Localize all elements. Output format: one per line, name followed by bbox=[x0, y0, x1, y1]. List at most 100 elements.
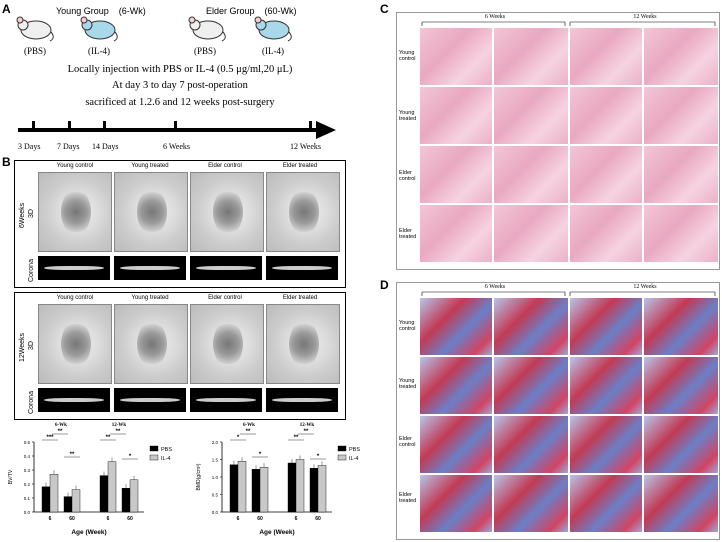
bar bbox=[317, 465, 327, 513]
bar bbox=[71, 489, 81, 513]
elder-group-label: Elder Group (60-Wk) bbox=[206, 6, 297, 16]
legend-label: IL-4 bbox=[161, 456, 170, 462]
group-label: 12-Wk bbox=[300, 423, 315, 428]
c-week-12: 12 Weeks bbox=[633, 14, 657, 20]
ct12-col-0: Young control bbox=[56, 295, 94, 301]
legend-swatch bbox=[337, 454, 347, 461]
he-tile-r1-c1 bbox=[494, 87, 568, 144]
he-tile-r0-c0 bbox=[420, 28, 492, 85]
masson-tile-r0-c2 bbox=[570, 298, 642, 355]
young-age-text: (6-Wk) bbox=[118, 6, 146, 16]
c-row-3: Elder treated bbox=[399, 228, 417, 240]
significance-mark: * bbox=[317, 454, 320, 460]
significance-mark: * bbox=[259, 452, 262, 458]
he-tile-r2-c1 bbox=[494, 146, 568, 203]
category-label: 60 bbox=[315, 516, 321, 522]
d-row-2: Elder control bbox=[399, 436, 416, 448]
c-week-6: 6 Weeks bbox=[484, 14, 506, 20]
elder-il4-label: (IL-4) bbox=[262, 46, 284, 56]
he-tile-r1-c3 bbox=[644, 87, 718, 144]
y-tick-label: 1.5 bbox=[212, 458, 219, 463]
legend-swatch bbox=[149, 454, 159, 461]
bar bbox=[129, 479, 139, 513]
category-label: 60 bbox=[257, 516, 263, 522]
masson-tile-r0-c3 bbox=[644, 298, 718, 355]
protocol-line-2: At day 3 to day 7 post-operation bbox=[112, 80, 248, 91]
category-label: 6 bbox=[295, 516, 298, 522]
category-label: 60 bbox=[127, 516, 133, 522]
legend-label: PBS bbox=[161, 447, 172, 453]
bar bbox=[99, 475, 109, 513]
ct12-3d-0 bbox=[38, 304, 112, 384]
panel-label-a: A bbox=[2, 2, 11, 16]
ct6-cor-3 bbox=[266, 256, 338, 280]
ct6-col-2: Elder control bbox=[208, 163, 242, 169]
timeline-label-2: 14 Days bbox=[92, 142, 119, 151]
ct12-cor-1 bbox=[114, 388, 186, 412]
bvtv-chart: 0.0 0.1 0.2 0.3 0.4 0.5 BV/TV Age (Week) 6 60 6 60 6… bbox=[8, 423, 172, 536]
group-label: 6-Wk bbox=[243, 423, 255, 428]
y-axis-label: BV/TV bbox=[8, 469, 14, 484]
significance-mark: ** bbox=[294, 435, 299, 441]
masson-tile-r3-c3 bbox=[644, 475, 718, 532]
legend-swatch bbox=[337, 445, 347, 452]
ct6-3d-1 bbox=[114, 172, 188, 252]
ct12-week-label: 12Weeks bbox=[19, 332, 26, 362]
ct6-col-3: Elder treated bbox=[282, 163, 318, 169]
panel-c-week-brackets bbox=[421, 21, 716, 26]
ct6-3d-2 bbox=[190, 172, 264, 252]
he-tile-r0-c1 bbox=[494, 28, 568, 85]
d-row-0: Young control bbox=[399, 320, 416, 332]
y-tick-label: 1.0 bbox=[212, 475, 219, 480]
d-row-3: Elder treated bbox=[399, 492, 417, 504]
y-tick-label: 0.2 bbox=[24, 482, 31, 487]
masson-tile-r2-c1 bbox=[494, 416, 568, 473]
group-label: 12-Wk bbox=[112, 423, 127, 428]
ct12-corona-label: Corona bbox=[28, 391, 35, 414]
timeline-label-1: 7 Days bbox=[57, 142, 80, 151]
significance-mark: *** bbox=[46, 435, 54, 441]
elder-pbs-label: (PBS) bbox=[194, 46, 217, 56]
ct6-cor-1 bbox=[114, 256, 186, 280]
mouse-young-il4-icon bbox=[80, 16, 118, 42]
y-tick-label: 0.5 bbox=[212, 493, 219, 498]
young-group-text: Young Group bbox=[56, 6, 109, 16]
significance-mark: ** bbox=[304, 429, 309, 435]
timeline-arrow bbox=[18, 121, 336, 139]
d-week-12: 12 Weeks bbox=[633, 284, 657, 290]
he-tile-r3-c2 bbox=[570, 205, 642, 262]
panel-d-border bbox=[396, 282, 720, 540]
masson-tile-r2-c2 bbox=[570, 416, 642, 473]
masson-tile-r1-c2 bbox=[570, 357, 642, 414]
he-tile-r2-c2 bbox=[570, 146, 642, 203]
young-il4-label: (IL-4) bbox=[88, 46, 110, 56]
bar bbox=[295, 459, 305, 513]
ct12-cor-3 bbox=[266, 388, 338, 412]
legend-label: PBS bbox=[349, 447, 360, 453]
ct12-3d-2 bbox=[190, 304, 264, 384]
bar bbox=[41, 486, 51, 513]
timeline-label-0: 3 Days bbox=[18, 142, 41, 151]
y-tick-label: 0.5 bbox=[24, 440, 31, 445]
ct6-col-0: Young control bbox=[56, 163, 94, 169]
panel-label-c: C bbox=[380, 2, 389, 16]
timeline-label-4: 12 Weeks bbox=[290, 142, 321, 151]
ct6-3d-0 bbox=[38, 172, 112, 252]
y-tick-label: 0.0 bbox=[24, 510, 31, 515]
elder-age-text: (60-Wk) bbox=[264, 6, 297, 16]
masson-tile-r2-c3 bbox=[644, 416, 718, 473]
ct6-cor-0 bbox=[38, 256, 110, 280]
ct12-col-1: Young treated bbox=[131, 295, 169, 301]
bar bbox=[259, 467, 269, 513]
significance-mark: ** bbox=[58, 429, 63, 435]
ct6-3d-label: 3D bbox=[28, 209, 35, 218]
elder-group-text: Elder Group bbox=[206, 6, 255, 16]
x-axis-label: Age (Week) bbox=[71, 529, 106, 536]
masson-tile-r1-c1 bbox=[494, 357, 568, 414]
masson-tile-r0-c1 bbox=[494, 298, 568, 355]
mouse-elder-pbs-icon bbox=[188, 16, 226, 42]
bar bbox=[121, 487, 131, 513]
y-tick-label: 0.1 bbox=[24, 496, 31, 501]
he-tile-r0-c2 bbox=[570, 28, 642, 85]
young-group-label: Young Group (6-Wk) bbox=[56, 6, 146, 16]
